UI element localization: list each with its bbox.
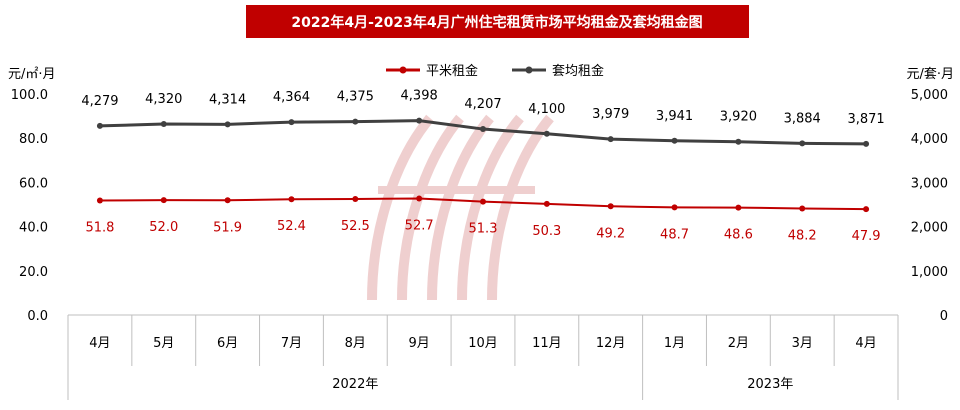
- title-banner: [246, 5, 749, 38]
- watermark-logo: [367, 114, 554, 301]
- unit-rent-data-label: 4,100: [528, 102, 565, 117]
- unit-rent-data-label: 3,884: [784, 111, 821, 126]
- data-labels: 51.8 52.0 51.9 52.4 52.5 52.7 51.3 50.3 49.2 48.7…: [81, 89, 884, 245]
- unit-rent-point: [352, 118, 359, 125]
- unit-rent-data-label: 4,279: [81, 94, 118, 109]
- category-label: 12月: [596, 336, 626, 351]
- legend-marker-area-rent: [399, 66, 407, 74]
- right-tick-label: 4,000: [911, 132, 948, 147]
- category-label: 3月: [792, 336, 813, 351]
- year-group-label: 2022年: [332, 377, 378, 392]
- legend-marker-unit-rent: [525, 66, 533, 74]
- series: [96, 117, 870, 213]
- area-rent-point: [288, 196, 295, 203]
- category-label: 5月: [153, 336, 174, 351]
- category-label: 10月: [468, 336, 498, 351]
- left-tick-label: 80.0: [19, 132, 48, 147]
- right-tick-label: 5,000: [911, 88, 948, 103]
- legend: 平米租金 套均租金: [386, 63, 604, 79]
- area-rent-data-label: 52.5: [341, 219, 370, 234]
- category-label: 7月: [281, 336, 302, 351]
- right-tick-label: 2,000: [911, 221, 948, 236]
- unit-rent-point: [863, 140, 870, 147]
- unit-rent-data-label: 4,207: [464, 97, 501, 112]
- area-rent-data-label: 51.3: [469, 222, 498, 237]
- right-axis-unit: 元/套·月: [906, 66, 954, 82]
- right-tick-label: 1,000: [911, 265, 948, 280]
- area-rent-data-label: 52.7: [405, 219, 434, 234]
- area-rent-data-label: 48.6: [724, 228, 753, 243]
- right-tick-label: 3,000: [911, 176, 948, 191]
- unit-rent-point: [416, 117, 423, 124]
- area-rent-point: [671, 204, 678, 211]
- unit-rent-point: [224, 121, 231, 128]
- year-group-label: 2023年: [747, 377, 793, 392]
- area-rent-data-label: 51.9: [213, 220, 242, 235]
- legend-item-area-rent: 平米租金: [386, 63, 478, 79]
- area-rent-data-label: 48.7: [660, 227, 689, 242]
- category-label: 8月: [345, 336, 366, 351]
- unit-rent-point: [480, 126, 486, 133]
- unit-rent-data-label: 4,375: [337, 90, 374, 105]
- unit-rent-point: [288, 119, 295, 126]
- area-rent-point: [480, 198, 486, 205]
- area-rent-data-label: 50.3: [532, 224, 561, 239]
- unit-rent-data-label: 4,398: [401, 89, 438, 104]
- area-rent-point: [416, 195, 423, 202]
- chart-title: 2022年4月-2023年4月广州住宅租赁市场平均租金及套均租金图: [291, 14, 702, 31]
- unit-rent-data-label: 4,364: [273, 90, 310, 105]
- unit-rent-point: [543, 130, 550, 137]
- area-rent-point: [160, 197, 167, 204]
- area-rent-data-label: 51.8: [85, 221, 114, 236]
- legend-item-unit-rent: 套均租金: [512, 63, 604, 79]
- right-tick-label: 0: [940, 309, 948, 324]
- unit-rent-data-label: 3,979: [592, 107, 629, 122]
- left-tick-label: 20.0: [19, 265, 48, 280]
- category-label: 6月: [217, 336, 238, 351]
- unit-rent-data-label: 3,941: [656, 109, 693, 124]
- unit-rent-data-label: 4,320: [145, 92, 182, 107]
- unit-rent-data-label: 3,871: [847, 112, 884, 127]
- left-axis-unit: 元/㎡·月: [8, 67, 56, 82]
- category-label: 1月: [664, 336, 685, 351]
- axes: 0.0 20.0 40.0 60.0 80.0 100.0 0 1,000 2,000 3,000…: [11, 88, 948, 400]
- left-tick-label: 60.0: [19, 176, 48, 191]
- area-rent-point: [863, 206, 870, 213]
- area-rent-point: [735, 204, 742, 211]
- area-rent-point: [543, 200, 550, 207]
- legend-label-area-rent: 平米租金: [426, 63, 478, 79]
- area-rent-data-label: 52.4: [277, 219, 306, 234]
- area-rent-point: [96, 197, 103, 204]
- legend-label-unit-rent: 套均租金: [552, 63, 604, 79]
- area-rent-point: [607, 203, 614, 210]
- unit-rent-point: [607, 136, 614, 143]
- area-rent-data-label: 48.2: [788, 228, 817, 243]
- unit-rent-point: [160, 121, 167, 128]
- left-tick-label: 40.0: [19, 221, 48, 236]
- area-rent-point: [799, 205, 806, 212]
- unit-rent-point: [799, 140, 806, 147]
- unit-rent-data-label: 4,314: [209, 92, 246, 107]
- area-rent-point: [352, 195, 359, 202]
- left-tick-label: 0.0: [27, 309, 48, 324]
- area-rent-point: [224, 197, 231, 204]
- category-label: 2月: [728, 336, 749, 351]
- area-rent-data-label: 49.2: [596, 226, 625, 241]
- area-rent-data-label: 52.0: [149, 220, 178, 235]
- category-label: 4月: [855, 336, 876, 351]
- area-rent-data-label: 47.9: [852, 229, 881, 244]
- unit-rent-data-label: 3,920: [720, 110, 757, 125]
- unit-rent-point: [96, 122, 103, 129]
- unit-rent-point: [735, 138, 742, 145]
- category-label: 11月: [532, 336, 562, 351]
- left-tick-label: 100.0: [11, 88, 48, 103]
- category-label: 9月: [409, 336, 430, 351]
- unit-rent-point: [671, 137, 678, 144]
- category-label: 4月: [89, 336, 110, 351]
